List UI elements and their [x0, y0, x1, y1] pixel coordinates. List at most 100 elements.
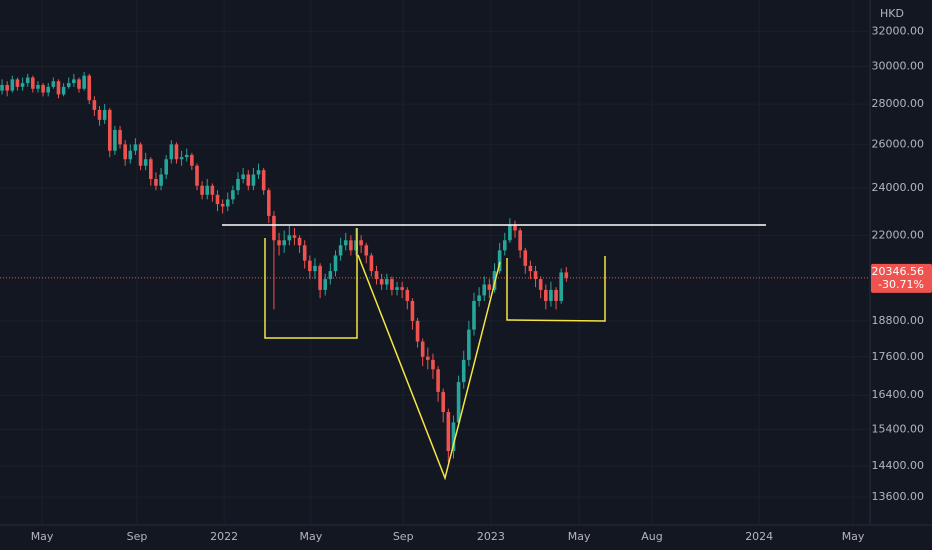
candle-body [184, 154, 189, 158]
candle-body [215, 194, 220, 205]
candle-body [174, 144, 179, 160]
y-tick-label: 30000.00 [872, 60, 925, 73]
y-tick-label: 15400.00 [872, 422, 925, 435]
candle-body [277, 240, 281, 246]
candle-body [554, 289, 558, 301]
candle-body [205, 185, 210, 195]
y-tick-label: 24000.00 [872, 181, 925, 194]
candle-body [272, 215, 276, 241]
x-tick-label: 2022 [210, 530, 238, 543]
candle-body [10, 79, 15, 91]
candle-body [292, 235, 297, 238]
candle-body [51, 81, 56, 87]
candle-body [82, 75, 86, 89]
candle-body [200, 185, 204, 195]
x-tick-label: Sep [127, 530, 148, 543]
candle-body [143, 159, 148, 166]
candle-body [282, 240, 286, 246]
candle-body [118, 129, 122, 145]
y-tick-label: 13600.00 [872, 490, 925, 503]
candle-body [36, 84, 40, 89]
candle-body [400, 287, 404, 290]
candle-body [231, 190, 235, 200]
candle-body [113, 129, 117, 151]
left-shoulder [264, 228, 358, 339]
candle-body [544, 289, 548, 301]
candle-body [92, 100, 97, 110]
candle-body [513, 225, 517, 231]
candle-body [349, 240, 353, 251]
candle-body [308, 260, 312, 272]
candle-body [5, 84, 9, 91]
candle-body [318, 265, 322, 290]
candle-body [154, 178, 158, 186]
candle-body [31, 77, 35, 89]
y-tick-label: 17600.00 [872, 350, 925, 363]
x-tick-label: 2023 [477, 530, 505, 543]
candle-body [549, 289, 553, 301]
candle-body [482, 284, 487, 296]
candle-body [72, 79, 76, 84]
candle-body [0, 84, 4, 91]
candle-body [415, 320, 420, 342]
x-tick-label: May [299, 530, 322, 543]
candle-body [66, 83, 71, 87]
candle-body [456, 382, 461, 423]
candle-body [251, 174, 256, 186]
candle-body [410, 300, 415, 321]
candle-body [461, 359, 466, 383]
candle-body [477, 295, 481, 301]
candle-body [497, 250, 502, 272]
candle-body [431, 359, 435, 370]
x-tick-label: Aug [641, 530, 662, 543]
candle-body [61, 86, 66, 95]
candle-body [564, 272, 569, 278]
candle-body [487, 284, 492, 290]
candle-body [241, 174, 245, 179]
candle-body [41, 84, 45, 93]
candle-body [395, 287, 399, 290]
candle-body [225, 199, 230, 207]
candle-body [523, 250, 528, 266]
candle-body [451, 422, 456, 452]
candle-body [87, 75, 92, 101]
candle-body [420, 341, 425, 357]
candle-body [502, 240, 507, 251]
candle-body [369, 255, 374, 272]
candle-body [436, 369, 440, 392]
candle-body [405, 289, 410, 301]
candle-body [190, 154, 194, 166]
candle-body [323, 279, 328, 290]
candle-body [467, 329, 471, 360]
x-tick-label: May [842, 530, 865, 543]
candle-body [426, 356, 430, 360]
candle-body [518, 230, 522, 251]
y-tick-label: 14400.00 [872, 459, 925, 472]
candle-body [508, 225, 512, 241]
candle-body [261, 170, 266, 191]
candle-body [313, 265, 317, 272]
candle-body [472, 300, 476, 330]
candle-body [266, 190, 271, 216]
axes: 32000.00 30000.00 28000.00 26000.00 24000.00… [31, 24, 932, 543]
drawings [222, 224, 766, 481]
candle-body [77, 79, 81, 89]
candle-body [302, 245, 307, 261]
right-shoulder [506, 256, 606, 322]
candle-body [149, 159, 153, 179]
candle-body [328, 271, 333, 280]
candle-body [256, 170, 261, 175]
x-tick-label: May [31, 530, 54, 543]
candle-body [123, 144, 127, 160]
candle-body [164, 159, 169, 175]
candle-body [384, 279, 389, 285]
candle-body [333, 255, 338, 272]
y-tick-label: 28000.00 [872, 97, 925, 110]
candle-body [287, 235, 292, 241]
candle-body [338, 245, 343, 256]
candle-body [25, 77, 30, 84]
change-label: -30.71% [878, 278, 924, 291]
candle-body [441, 391, 446, 413]
